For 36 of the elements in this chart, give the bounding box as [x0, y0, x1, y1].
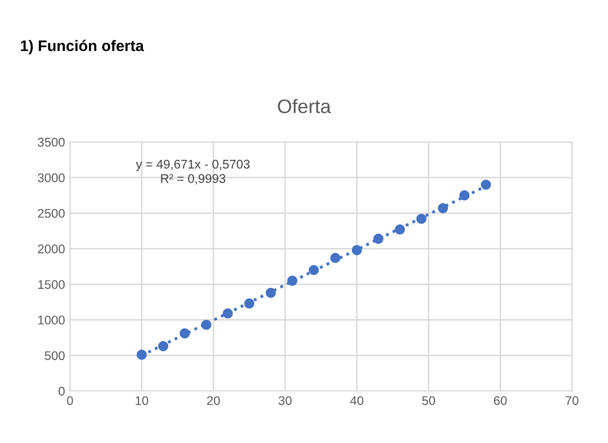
point [158, 341, 168, 352]
point [373, 234, 384, 244]
point [352, 245, 362, 256]
point [438, 203, 448, 214]
point [201, 320, 212, 330]
point [244, 298, 254, 309]
point [330, 252, 340, 264]
y-tick-label: 1000 [38, 316, 65, 325]
x-tick-label: 50 [422, 396, 436, 406]
point [416, 214, 426, 224]
chart-title: Oferta [278, 98, 332, 114]
point [287, 276, 298, 286]
point [308, 264, 319, 276]
y-tick-label: 500 [44, 351, 65, 360]
y-tick-label: 2500 [38, 208, 65, 218]
annotation: y = 49,671x - 0,5703 R² = 0,9993 [136, 160, 250, 184]
x-tick-label: 40 [350, 396, 364, 406]
y-tick-label: 3500 [38, 138, 65, 147]
point [394, 224, 405, 235]
x-tick-label: 0 [67, 396, 73, 406]
y-tick-label: 0 [58, 386, 65, 396]
text: 1) Función oferta [20, 40, 144, 54]
x-tick-label: 30 [278, 396, 292, 406]
x-tick-label: 70 [566, 396, 578, 406]
y-tick-label: 2000 [38, 244, 65, 254]
y-tick-label: 3000 [38, 173, 65, 182]
point [480, 180, 492, 190]
point [180, 328, 190, 338]
x-tick-label: 60 [494, 396, 507, 406]
y-tick-label: 1500 [38, 280, 65, 289]
x-tick-label: 10 [136, 396, 148, 406]
point [136, 350, 147, 360]
x-tick-label: 20 [207, 396, 220, 406]
point [266, 288, 276, 298]
point [459, 190, 470, 200]
point [222, 308, 233, 319]
